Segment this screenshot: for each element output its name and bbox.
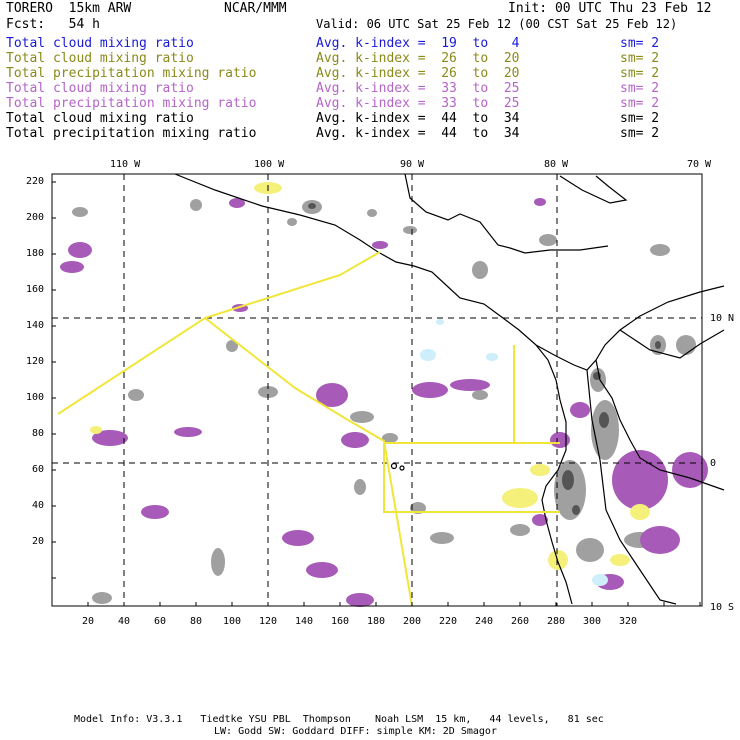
legend-sm: sm= 2: [620, 111, 660, 126]
lon-label: 90 W: [400, 159, 425, 170]
model-title: TORERO 15km ARW: [6, 1, 132, 16]
x-tick-label: 60: [154, 616, 167, 627]
coastlines: [174, 173, 725, 605]
legend-kindex: Avg. k-index = 26 to 20: [316, 66, 520, 81]
y-tick-label: 40: [32, 500, 45, 511]
y-tick-label: 160: [26, 284, 45, 295]
map-frame: [51, 173, 703, 607]
legend-kindex: Avg. k-index = 33 to 25: [316, 81, 520, 96]
physics-info: LW: Godd SW: Goddard DIFF: simple KM: 2D…: [214, 726, 497, 737]
precip-purple-blobs: [60, 198, 708, 607]
x-tick-label: 300: [583, 616, 602, 627]
y-tick-label: 60: [32, 464, 45, 475]
model-info: Model Info: V3.3.1 Tiedtke YSU PBL Thomp…: [74, 714, 604, 725]
legend-row: Total precipitation mixing ratio: [6, 66, 257, 81]
y-tick-label: 200: [26, 212, 45, 223]
x-tick-label: 40: [118, 616, 131, 627]
lon-label: 100 W: [254, 159, 285, 170]
forecast-hour: Fcst: 54 h: [6, 17, 100, 32]
legend-kindex: Avg. k-index = 19 to 4: [316, 36, 520, 51]
x-tick-label: 320: [619, 616, 638, 627]
legend-kindex: Avg. k-index = 44 to 34: [316, 126, 520, 141]
cloud-gray-blobs: [72, 199, 696, 604]
domain-boundaries: [57, 251, 560, 607]
legend-row: Total cloud mixing ratio: [6, 36, 194, 51]
legend-sm: sm= 2: [620, 36, 660, 51]
legend-row: Total precipitation mixing ratio: [6, 126, 257, 141]
legend-sm: sm= 2: [620, 126, 660, 141]
lon-label: 70 W: [687, 159, 712, 170]
valid-time: Valid: 06 UTC Sat 25 Feb 12 (00 CST Sat …: [316, 17, 678, 31]
x-tick-label: 120: [259, 616, 278, 627]
precip-lightblue-blobs: [420, 319, 608, 586]
legend-kindex: Avg. k-index = 44 to 34: [316, 111, 520, 126]
lat-lon-grid: [52, 174, 702, 606]
lon-label: 80 W: [544, 159, 569, 170]
legend-sm: sm= 2: [620, 96, 660, 111]
lat-label: 10 N: [710, 313, 735, 324]
legend-row: Total precipitation mixing ratio: [6, 96, 257, 111]
lat-label: 10 S: [710, 602, 735, 613]
init-time: Init: 00 UTC Thu 23 Feb 12: [508, 1, 712, 16]
x-tick-label: 260: [511, 616, 530, 627]
y-tick-label: 220: [26, 176, 45, 187]
legend-row: Total cloud mixing ratio: [6, 111, 194, 126]
axis-ticks: [52, 181, 701, 606]
x-tick-label: 160: [331, 616, 350, 627]
org-label: NCAR/MMM: [224, 1, 287, 16]
y-tick-label: 100: [26, 392, 45, 403]
precip-yellow-blobs: [90, 182, 650, 570]
x-tick-label: 280: [547, 616, 566, 627]
x-tick-label: 80: [190, 616, 203, 627]
x-tick-label: 220: [439, 616, 458, 627]
x-tick-label: 200: [403, 616, 422, 627]
x-tick-label: 100: [223, 616, 242, 627]
x-tick-label: 140: [295, 616, 314, 627]
y-tick-label: 120: [26, 356, 45, 367]
legend-row: Total cloud mixing ratio: [6, 51, 194, 66]
lat-label: 0: [710, 458, 717, 469]
x-tick-label: 180: [367, 616, 386, 627]
x-tick-label: 20: [82, 616, 95, 627]
legend-kindex: Avg. k-index = 33 to 25: [316, 96, 520, 111]
y-tick-label: 180: [26, 248, 45, 259]
x-tick-label: 240: [475, 616, 494, 627]
y-tick-label: 80: [32, 428, 45, 439]
legend-sm: sm= 2: [620, 81, 660, 96]
legend-sm: sm= 2: [620, 51, 660, 66]
lon-label: 110 W: [110, 159, 141, 170]
y-tick-label: 140: [26, 320, 45, 331]
legend-row: Total cloud mixing ratio: [6, 81, 194, 96]
cloud-dark-cores: [308, 203, 661, 515]
legend-sm: sm= 2: [620, 66, 660, 81]
legend-kindex: Avg. k-index = 26 to 20: [316, 51, 520, 66]
y-tick-label: 20: [32, 536, 45, 547]
